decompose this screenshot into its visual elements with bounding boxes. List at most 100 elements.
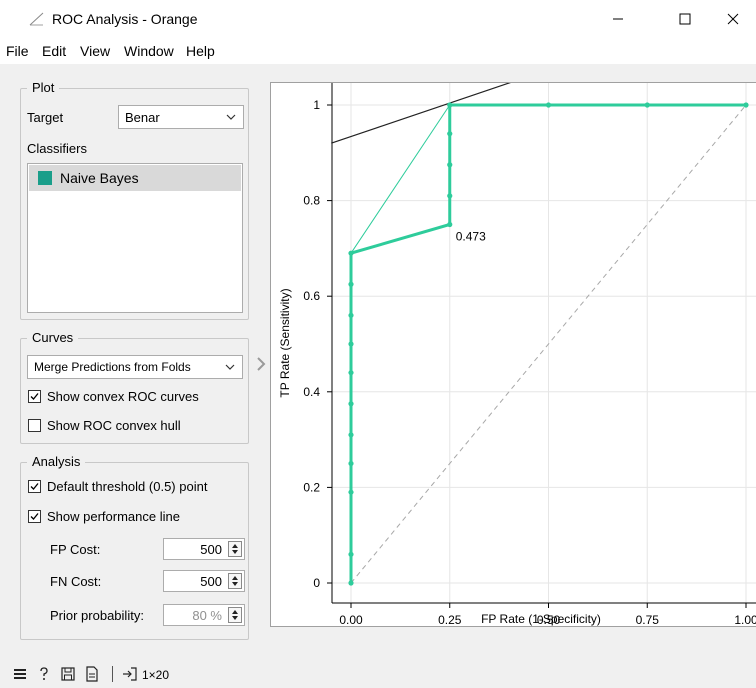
x-tick-label: 0.25 [438,613,462,627]
y-tick-label: 0.4 [303,385,320,399]
checkbox-box[interactable] [28,390,41,403]
roc-plot-frame: 0.00 0.25 0.50 0.75 1.00 0 0.2 0.4 0.6 0.8 1 FP Rat… [270,82,756,627]
chevron-down-icon [226,114,236,120]
fp-cost-value: 500 [200,542,222,557]
minimize-button[interactable] [595,5,641,33]
threshold-label: 0.473 [456,230,486,244]
analysis-group-title: Analysis [27,454,86,469]
roc-point [447,162,453,168]
x-tick-label: 1.00 [734,613,756,627]
title-bar: ROC Analysis - Orange [0,0,756,38]
target-label: Target [27,110,64,125]
spin-arrows-icon[interactable] [228,607,242,623]
spin-arrows-icon[interactable] [228,573,242,589]
roc-point [348,460,354,467]
y-tick-label: 0 [313,576,320,590]
classifier-color-swatch [38,171,52,185]
classifiers-list[interactable]: Naive Bayes [27,163,243,313]
minimize-icon [613,18,623,20]
prior-probability-value: 80 % [192,608,222,623]
show-convex-roc-label: Show convex ROC curves [47,389,199,404]
show-convex-hull-checkbox[interactable]: Show ROC convex hull [28,418,181,433]
control-panel: Plot Target Benar Classifiers Naive Baye… [0,64,262,656]
roc-point [348,281,354,287]
checkmark-icon [30,483,39,490]
help-icon[interactable] [36,666,52,682]
menu-view[interactable]: View [80,43,111,59]
close-button[interactable] [710,5,756,33]
plot-group-title: Plot [27,80,60,95]
checkbox-box[interactable] [28,510,41,523]
x-tick-label: 0.00 [339,613,363,627]
show-convex-hull-label: Show ROC convex hull [47,418,181,433]
roc-point [447,131,453,137]
roc-point [644,102,650,108]
curves-mode-combo[interactable]: Merge Predictions from Folds [27,355,243,379]
window-title: ROC Analysis - Orange [52,11,198,27]
checkbox-box[interactable] [28,480,41,493]
roc-point [348,341,354,347]
roc-chart[interactable]: 0.00 0.25 0.50 0.75 1.00 0 0.2 0.4 0.6 0.8 1 FP Rat… [271,83,756,627]
roc-point [348,250,354,256]
diagonal-line [350,104,747,584]
chevron-down-icon [225,364,235,370]
close-icon [727,13,739,25]
checkbox-box[interactable] [28,419,41,432]
y-tick-label: 0.2 [303,480,320,494]
roc-point [348,580,354,586]
prior-probability-label: Prior probability: [50,608,144,623]
menu-help[interactable]: Help [186,43,215,59]
maximize-icon [679,13,691,25]
menu-bar: File Edit View Window Help [0,38,756,64]
roc-point [447,102,453,108]
collapse-panel-icon[interactable] [256,357,266,371]
roc-point [545,102,552,108]
x-tick-label: 0.50 [537,613,561,627]
fn-cost-spinbox[interactable]: 500 [163,570,245,592]
x-tick-label: 0.75 [636,613,660,627]
y-tick-label: 1 [313,98,320,112]
menu-edit[interactable]: Edit [42,43,67,59]
spin-arrows-icon[interactable] [228,541,242,557]
roc-point [743,102,749,108]
roc-point [348,370,354,376]
input-data-icon [123,667,137,681]
status-divider [112,666,113,682]
roc-app-icon [29,12,44,26]
roc-point [447,193,453,199]
fp-cost-spinbox[interactable]: 500 [163,538,245,560]
target-value: Benar [125,109,160,125]
prior-probability-spinbox[interactable]: 80 % [163,604,245,626]
plot-group: Plot [20,80,249,320]
maximize-button[interactable] [662,5,708,33]
curves-mode-value: Merge Predictions from Folds [34,360,191,374]
roc-point [348,551,354,557]
performance-line [331,83,511,144]
analysis-group: Analysis [20,454,249,640]
performance-line-checkbox[interactable]: Show performance line [28,509,180,524]
fp-cost-label: FP Cost: [50,542,101,557]
default-threshold-checkbox[interactable]: Default threshold (0.5) point [28,479,207,494]
target-combo[interactable]: Benar [118,105,244,129]
menu-icon[interactable] [12,666,28,682]
x-axis-title: FP Rate (1-Specificity) [481,612,601,626]
curves-group-title: Curves [27,330,79,345]
default-threshold-label: Default threshold (0.5) point [47,479,208,494]
roc-point [348,432,354,438]
checkmark-icon [30,393,39,400]
performance-line-label: Show performance line [47,509,180,524]
report-icon[interactable] [84,666,100,682]
y-tick-label: 0.8 [303,194,320,208]
list-item[interactable]: Naive Bayes [29,165,241,191]
convex-roc-segment [350,104,451,254]
input-shape-text: 1×20 [142,668,170,682]
y-tick-label: 0.6 [303,289,320,303]
classifier-name: Naive Bayes [60,170,139,186]
menu-window[interactable]: Window [124,43,174,59]
save-icon[interactable] [60,666,76,682]
classifiers-label: Classifiers [27,141,87,156]
menu-file[interactable]: File [6,43,29,59]
y-axis-title: TP Rate (Sensitivity) [278,288,292,397]
show-convex-roc-checkbox[interactable]: Show convex ROC curves [28,389,199,404]
roc-point [348,401,354,407]
